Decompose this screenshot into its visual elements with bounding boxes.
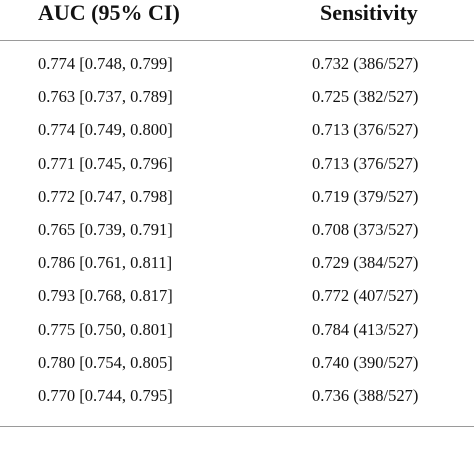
table-row: 0.765 [0.739, 0.791] 0.708 (373/527) xyxy=(0,219,474,252)
header-divider xyxy=(0,40,474,41)
header-sensitivity: Sensitivity xyxy=(320,0,418,25)
sensitivity-cell: 0.784 (413/527) xyxy=(312,319,419,339)
sensitivity-cell: 0.732 (386/527) xyxy=(312,54,419,73)
table-row: 0.775 [0.750, 0.801] 0.784 (413/527) xyxy=(0,319,474,352)
table-row: 0.786 [0.761, 0.811] 0.729 (384/527) xyxy=(0,252,474,285)
auc-cell: 0.770 [0.744, 0.795] xyxy=(38,385,173,405)
sensitivity-cell: 0.740 (390/527) xyxy=(312,352,419,372)
auc-cell: 0.763 [0.737, 0.789] xyxy=(38,87,173,107)
auc-cell: 0.780 [0.754, 0.805] xyxy=(38,352,173,372)
sensitivity-cell: 0.725 (382/527) xyxy=(312,87,419,107)
table-header-row: AUC (95% CI) Sensitivity xyxy=(0,0,474,28)
table-row: 0.771 [0.745, 0.796] 0.713 (376/527) xyxy=(0,153,474,186)
table-body: 0.774 [0.748, 0.799] 0.732 (386/527) 0.7… xyxy=(0,53,474,418)
table-row: 0.772 [0.747, 0.798] 0.719 (379/527) xyxy=(0,186,474,219)
table-row: 0.763 [0.737, 0.789] 0.725 (382/527) xyxy=(0,86,474,119)
auc-cell: 0.765 [0.739, 0.791] xyxy=(38,219,173,239)
sensitivity-cell: 0.772 (407/527) xyxy=(312,286,419,306)
header-auc: AUC (95% CI) xyxy=(38,0,180,25)
table-row: 0.780 [0.754, 0.805] 0.740 (390/527) xyxy=(0,352,474,385)
table-row: 0.774 [0.748, 0.799] 0.732 (386/527) xyxy=(0,53,474,86)
sensitivity-cell: 0.719 (379/527) xyxy=(312,186,419,206)
table-bottom-rule xyxy=(0,426,474,427)
auc-cell: 0.772 [0.747, 0.798] xyxy=(38,186,173,206)
table-row: 0.793 [0.768, 0.817] 0.772 (407/527) xyxy=(0,285,474,318)
auc-cell: 0.774 [0.748, 0.799] xyxy=(38,54,173,73)
table-row: 0.770 [0.744, 0.795] 0.736 (388/527) xyxy=(0,385,474,418)
sensitivity-cell: 0.708 (373/527) xyxy=(312,219,419,239)
auc-cell: 0.771 [0.745, 0.796] xyxy=(38,153,173,173)
auc-cell: 0.793 [0.768, 0.817] xyxy=(38,286,173,306)
auc-cell: 0.774 [0.749, 0.800] xyxy=(38,120,173,140)
table-row: 0.774 [0.749, 0.800] 0.713 (376/527) xyxy=(0,119,474,152)
auc-cell: 0.786 [0.761, 0.811] xyxy=(38,253,173,273)
sensitivity-cell: 0.713 (376/527) xyxy=(312,120,419,140)
sensitivity-cell: 0.736 (388/527) xyxy=(312,385,419,405)
auc-cell: 0.775 [0.750, 0.801] xyxy=(38,319,173,339)
sensitivity-cell: 0.729 (384/527) xyxy=(312,253,419,273)
sensitivity-cell: 0.713 (376/527) xyxy=(312,153,419,173)
